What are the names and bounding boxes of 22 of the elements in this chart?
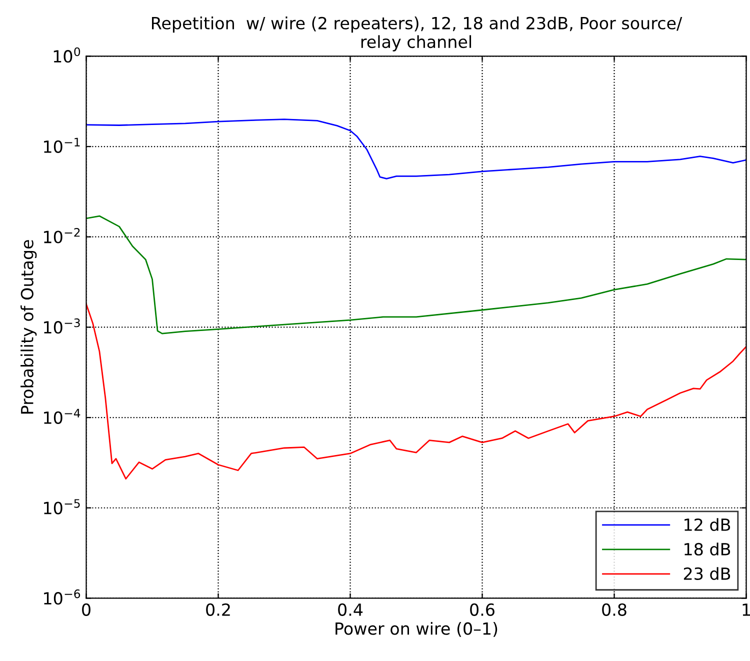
x-tick-label: 0.6 <box>470 603 494 616</box>
line-series <box>86 118 746 180</box>
y-tick-label: 10$^{−3}$ <box>44 318 80 334</box>
y-tick-label: 10$^{−6}$ <box>44 589 80 605</box>
x-tick-label: 0.8 <box>602 603 626 616</box>
legend-label: 23 dB <box>684 567 730 580</box>
y-tick-label: 10$^{−1}$ <box>44 138 80 153</box>
chart-title: Repetition w/ wire (2 repeaters), 12, 18 and 23dB, Poor source/ relay channel <box>152 16 682 52</box>
line-series <box>86 303 746 480</box>
legend-label: 12 dB <box>684 518 730 532</box>
y-tick-label: 10$^{0}$ <box>54 47 80 63</box>
y-tick-label: 10$^{−4}$ <box>44 408 80 424</box>
line-series <box>86 215 746 334</box>
y-tick-label: 10$^{−5}$ <box>44 499 80 514</box>
y-axis-title: Probability of Outage <box>20 240 37 414</box>
legend-label: 18 dB <box>684 542 730 556</box>
y-tick-label: 10$^{−2}$ <box>44 228 80 244</box>
x-tick-label: 0.4 <box>338 603 363 616</box>
x-tick-label: 0 <box>82 603 90 616</box>
x-axis-title: Power on wire (0–1) <box>336 622 498 637</box>
x-tick-label: 0.2 <box>206 603 230 616</box>
x-tick-label: 1 <box>742 604 750 616</box>
